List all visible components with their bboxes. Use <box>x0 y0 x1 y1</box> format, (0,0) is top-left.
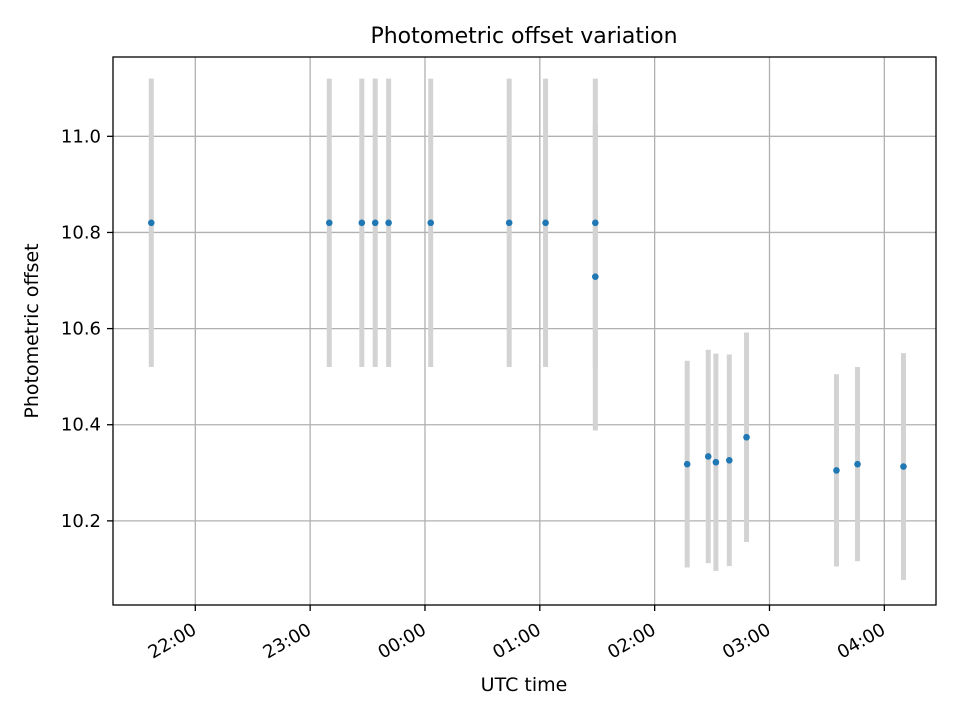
x-tick-label: 01:00 <box>489 619 544 663</box>
data-point <box>683 460 691 468</box>
y-tick-label: 11.0 <box>61 126 101 147</box>
data-point <box>371 219 379 227</box>
data-point <box>505 219 513 227</box>
grid-layer <box>113 57 936 605</box>
data-point <box>854 460 861 468</box>
data-point <box>358 219 366 227</box>
data-point <box>704 453 712 460</box>
data-point <box>725 457 733 464</box>
tick-layer: 22:00 23:00 00:00 01:00 02:00 03:00 04:00 10.2 1… <box>61 126 889 663</box>
point-layer <box>147 219 907 474</box>
x-tick-label: 03:00 <box>719 619 774 663</box>
y-tick-label: 10.6 <box>61 319 101 340</box>
data-point <box>743 433 750 441</box>
data-point <box>427 219 435 227</box>
data-point <box>833 467 840 474</box>
x-tick-label: 02:00 <box>604 619 659 663</box>
x-tick-label: 22:00 <box>145 619 200 663</box>
errorbar-layer <box>148 78 906 581</box>
data-point <box>385 219 392 227</box>
y-tick-label: 10.8 <box>61 222 101 243</box>
data-point <box>325 219 333 227</box>
x-tick-label: 23:00 <box>260 619 315 663</box>
data-point <box>147 219 155 227</box>
y-tick-label: 10.2 <box>61 511 101 532</box>
y-axis-label: Photometric offset <box>21 243 43 418</box>
data-point <box>900 463 907 470</box>
data-point <box>712 458 720 466</box>
data-point <box>542 219 549 227</box>
data-point <box>592 219 599 227</box>
x-axis-label: UTC time <box>481 674 568 696</box>
chart-title: Photometric offset variation <box>370 24 677 49</box>
x-tick-label: 04:00 <box>834 619 889 663</box>
x-tick-label: 00:00 <box>374 619 429 663</box>
plot-frame <box>112 56 937 606</box>
y-tick-label: 10.4 <box>61 415 101 436</box>
data-point <box>592 273 599 280</box>
